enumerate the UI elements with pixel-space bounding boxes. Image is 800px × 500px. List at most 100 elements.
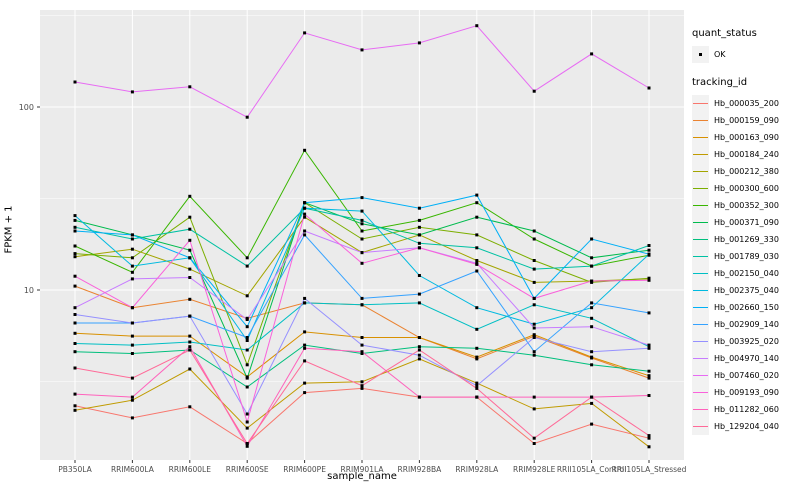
legend-line-key [692,248,709,265]
line-swatch-icon [693,222,708,223]
data-point [303,31,307,35]
data-point [590,401,594,405]
data-point [475,259,479,262]
data-point [188,248,192,252]
line-swatch-icon [693,290,708,291]
data-point [73,252,77,256]
data-point [188,227,192,231]
data-point [303,206,307,210]
legend-item-Hb_007460_020: Hb_007460_020 [692,367,798,384]
legend-item-label: Hb_001789_030 [714,252,779,261]
data-point [532,395,536,399]
line-swatch-icon [693,171,708,172]
data-point [417,274,421,277]
legend-item-label: Hb_002660_150 [714,303,779,312]
data-point [245,336,249,339]
legend-item-label: Hb_000300_600 [714,184,779,193]
data-point [417,246,421,250]
x-tick-label: RRIM600LE [169,465,212,474]
data-point [303,201,307,205]
x-tick-label: RRIM600PE [283,465,326,474]
line-swatch-icon [693,137,708,138]
data-point [73,255,77,259]
data-point [73,408,77,412]
data-point [360,380,364,384]
data-point [73,284,77,288]
legend-line-key [692,265,709,282]
line-swatch-icon [693,154,708,155]
data-point [475,327,479,331]
data-point [590,325,594,329]
x-tick-label: RRIM928LA [455,465,499,474]
data-point [360,386,364,390]
data-point [188,345,192,349]
legend-item-label: Hb_129204_040 [714,422,779,431]
data-point [73,306,77,310]
legend-item-Hb_001269_330: Hb_001269_330 [692,231,798,248]
legend-line-key [692,180,709,197]
legend-item-label: Hb_011282_060 [714,405,779,414]
legend-item-Hb_000352_300: Hb_000352_300 [692,197,798,214]
data-point [475,346,479,350]
legend-tracking-id-section: tracking_id Hb_000035_200 Hb_000159_090 Hb… [692,77,798,435]
data-point [647,248,651,252]
data-point [360,384,364,388]
legend-item-label: Hb_000035_200 [714,99,779,108]
data-point [188,238,192,242]
line-swatch-icon [693,273,708,274]
line-swatch-icon [693,103,708,104]
data-point [475,201,479,205]
data-point [130,321,134,325]
data-point [360,209,364,213]
data-point [188,367,192,371]
data-point [590,237,594,241]
data-point [73,218,77,222]
line-swatch-icon [693,409,708,410]
data-point [130,256,134,260]
x-tick-label: RRII105LA_Control [557,465,627,474]
data-point [360,261,364,265]
legend-line-key [692,231,709,248]
data-point [417,225,421,229]
data-point [532,237,536,241]
data-point [475,24,479,28]
data-point [360,343,364,347]
x-tick-label: RRIM928BA [398,465,443,474]
data-point [303,296,307,300]
legend-line-key [692,418,709,435]
data-point [532,303,536,307]
data-point [245,412,249,416]
data-point [130,334,134,338]
legend-item-label: Hb_009193_090 [714,388,779,397]
data-point [245,348,249,352]
data-point [590,355,594,359]
data-point [188,334,192,338]
data-point [475,384,479,388]
data-point [475,262,479,266]
legend-line-key [692,112,709,129]
x-tick-label: PB350LA [58,465,92,474]
data-point [417,206,421,210]
legend-tracking-id-items: Hb_000035_200 Hb_000159_090 Hb_000163_090 H… [692,95,798,435]
data-point [360,218,364,222]
data-point [130,233,134,237]
data-point [245,325,249,329]
data-point [73,350,77,354]
legend-item-ok: OK [692,46,798,63]
data-point [73,404,77,408]
data-point [130,247,134,251]
data-point [532,89,536,93]
legend-line-key [692,384,709,401]
x-axis-title: sample_name [327,471,397,482]
data-point [532,336,536,339]
legend-item-Hb_000163_090: Hb_000163_090 [692,129,798,146]
data-point [188,348,192,352]
data-point [417,395,421,399]
data-point [130,306,134,310]
data-point [130,237,134,241]
data-point [532,353,536,357]
legend-item-label: Hb_000212_380 [714,167,779,176]
legend-item-Hb_002660_150: Hb_002660_150 [692,299,798,316]
data-point [590,422,594,426]
legend-item-Hb_000371_090: Hb_000371_090 [692,214,798,231]
